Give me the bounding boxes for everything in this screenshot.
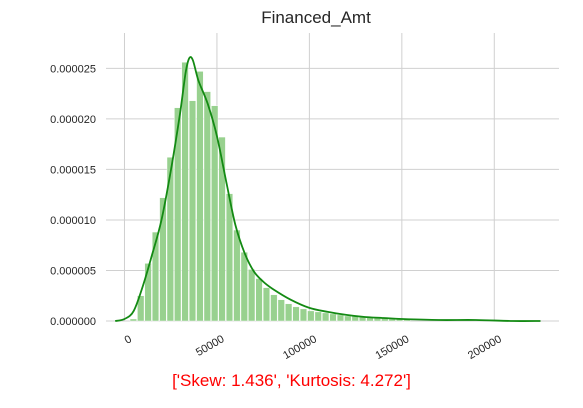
- kde-curve: [115, 56, 541, 322]
- histogram-bar: [314, 311, 322, 322]
- histogram-bar: [203, 91, 211, 322]
- y-tick-label: 0.000010: [50, 215, 96, 227]
- y-tick-label: 0.000015: [50, 164, 96, 176]
- x-tick-label: 100000: [281, 333, 319, 362]
- histogram-bar: [299, 308, 307, 322]
- histogram-bars: [129, 62, 411, 322]
- histogram-bar: [255, 278, 263, 322]
- histogram-bar: [144, 263, 152, 322]
- histogram-bar: [233, 229, 241, 322]
- x-tick-label: 200000: [466, 333, 504, 362]
- histogram-bar: [292, 306, 300, 322]
- histogram-bar: [307, 310, 315, 322]
- chart-title: Financed_Amt: [261, 8, 371, 27]
- histogram-bar: [152, 231, 160, 322]
- histogram-bar: [336, 314, 344, 322]
- histogram-bar: [137, 295, 145, 322]
- y-tick-labels: 0.000000 0.000005 0.000010 0.000015 0.000020…: [50, 63, 96, 328]
- grid-lines: [106, 33, 559, 322]
- histogram-bar: [277, 299, 285, 322]
- histogram-bar: [159, 197, 167, 322]
- histogram-bar: [174, 107, 182, 322]
- y-tick-label: 0.000020: [50, 114, 96, 126]
- x-tick-label: 150000: [374, 333, 412, 362]
- x-tick-label: 0: [123, 333, 134, 346]
- histogram-bar: [329, 313, 337, 322]
- histogram-bar: [166, 157, 174, 322]
- histogram-bar: [262, 287, 270, 322]
- histogram-bar: [218, 136, 226, 322]
- histogram-bar: [181, 62, 189, 322]
- histogram-bar: [285, 303, 293, 322]
- histogram-bar: [344, 315, 352, 322]
- y-tick-label: 0.000005: [50, 265, 96, 277]
- histogram-bar: [129, 318, 137, 322]
- x-tick-labels: 0 50000 100000 150000 200000: [123, 333, 504, 362]
- histogram-bar: [270, 294, 278, 322]
- histogram-bar: [189, 100, 197, 322]
- y-tick-label: 0.000000: [50, 316, 96, 328]
- kde-line: [115, 56, 541, 322]
- histogram-bar: [240, 252, 248, 322]
- y-tick-label: 0.000025: [50, 63, 96, 75]
- x-tick-label: 50000: [194, 333, 226, 359]
- stats-annotation: ['Skew: 1.436', 'Kurtosis: 4.272']: [172, 371, 411, 390]
- histogram-bar: [248, 269, 256, 322]
- histogram-bar: [322, 312, 330, 322]
- histogram-bar: [196, 71, 204, 322]
- histogram-bar: [211, 105, 219, 322]
